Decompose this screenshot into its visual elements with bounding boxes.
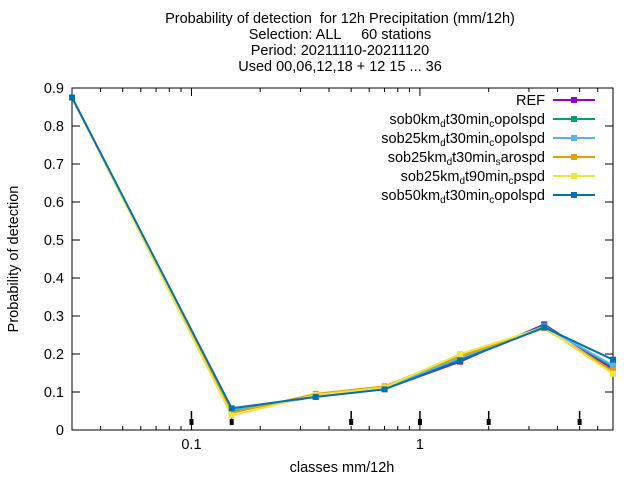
series-point [457,351,464,357]
legend-label-part: sob0km [389,112,440,128]
y-tick-label: 0.5 [44,233,64,249]
series-point [610,362,616,369]
y-tick-label: 0.2 [44,347,64,363]
legend-label-subscript: d [440,119,446,130]
x-axis: 0.1 1 [100,88,599,453]
legend-label-part: opolspd [494,131,545,147]
y-tick-label: 0.9 [44,81,64,97]
y-tick-label: 0 [56,423,64,439]
y-axis: 0 0.1 0.2 0.3 0.4 0.5 0.6 0.7 0.8 0.9 [44,81,613,439]
legend-label-part: t30min [446,112,490,128]
legend: REFsob0kmdt30mincopolspdsob25kmdt30minco… [381,93,595,206]
legend-label-part: t30min [446,131,490,147]
class-marker-head [189,419,194,425]
legend-label: sob25kmdt90mincpspd [401,169,545,187]
legend-swatch-marker [571,135,577,141]
legend-label: sob50kmdt30mincopolspd [381,188,545,206]
series-point [228,412,235,419]
legend-label-subscript: c [489,195,494,206]
legend-label-part: arospd [501,150,545,166]
title-line-2: Selection: ALL 60 stations [248,27,432,43]
series-point [228,405,235,412]
legend-label-subscript: s [496,157,501,168]
class-marker-head [349,419,354,425]
series-point [610,370,616,377]
series-point [610,356,616,363]
legend-label-part: sob25km [381,131,440,147]
series-point [69,94,75,101]
legend-label-subscript: c [509,176,514,187]
legend-label-part: t30min [452,150,496,166]
legend-label-part: REF [516,93,545,109]
plot-frame [71,87,614,431]
legend-label-subscript: d [459,176,465,187]
legend-label-part: sob25km [401,169,460,185]
legend-label-part: t90min [465,169,509,185]
legend-label-subscript: d [447,157,453,168]
class-marker-head [577,419,582,425]
series-point [541,324,548,331]
y-tick-label: 0.8 [44,119,64,135]
series-point [312,393,319,400]
class-markers [189,411,582,425]
legend-label-part: sob50km [381,188,440,204]
title-line-4: Used 00,06,12,18 + 12 15 ... 36 [238,59,442,75]
legend-swatch-marker [571,154,577,160]
y-tick-label: 0.6 [44,195,64,211]
legend-label-subscript: c [489,138,494,149]
legend-label-part: opolspd [494,112,545,128]
x-tick-label: 0.1 [181,437,201,453]
legend-label: sob25kmdt30minsarospd [388,150,545,168]
y-tick-label: 0.1 [44,385,64,401]
legend-label: REF [516,93,545,109]
y-axis-label: Probability of detection [6,186,22,333]
legend-swatch-marker [571,116,577,122]
legend-swatch-marker [571,97,577,103]
title-line-3: Period: 20211110-20211120 [250,43,430,59]
y-tick-label: 0.3 [44,309,64,325]
y-tick-label: 0.7 [44,157,64,173]
x-axis-label: classes mm/12h [290,460,395,476]
series-point [381,386,388,393]
legend-label-subscript: d [440,138,446,149]
series-layer [69,94,616,419]
legend-label-part: sob25km [388,150,447,166]
legend-label-subscript: d [440,195,446,206]
class-marker-head [417,419,422,425]
legend-swatch-marker [571,192,577,198]
class-marker-head [229,419,234,425]
legend-label: sob0kmdt30mincopolspd [389,112,545,130]
legend-label-part: t30min [446,188,490,204]
title-line-1: Probability of detection for 12h Precipi… [165,11,515,27]
x-tick-label: 1 [416,437,424,453]
legend-label-part: opolspd [494,188,545,204]
legend-swatch-marker [571,173,577,179]
y-tick-label: 0.4 [44,271,64,287]
legend-label-part: pspd [514,169,545,185]
class-marker-head [486,419,491,425]
legend-label: sob25kmdt30mincopolspd [381,131,545,149]
chart-title: Probability of detection for 12h Precipi… [60,11,620,75]
series-point [457,357,464,364]
legend-label-subscript: c [489,119,494,130]
